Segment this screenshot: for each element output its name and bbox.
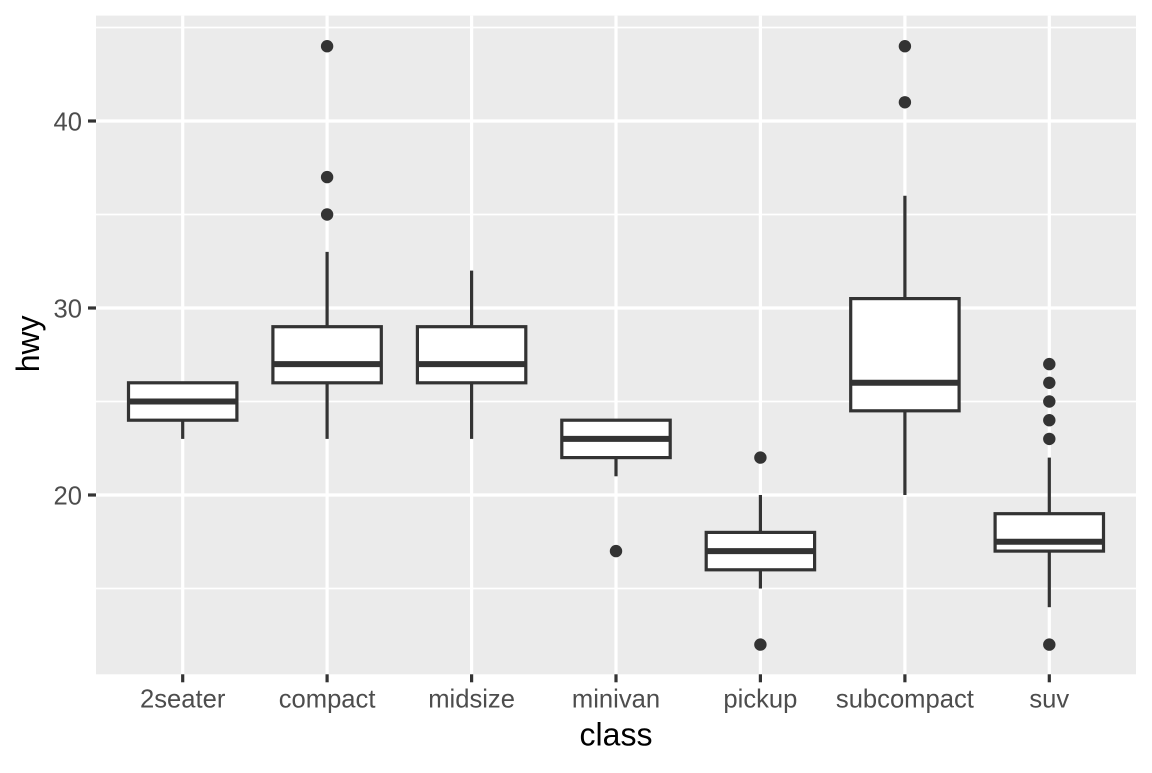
- svg-text:2seater: 2seater: [140, 686, 226, 714]
- svg-text:40: 40: [54, 108, 82, 136]
- svg-text:compact: compact: [279, 686, 376, 714]
- svg-text:minivan: minivan: [572, 686, 660, 714]
- svg-text:hwy: hwy: [10, 315, 46, 372]
- svg-text:20: 20: [54, 482, 82, 510]
- svg-text:30: 30: [54, 295, 82, 323]
- svg-text:class: class: [580, 716, 653, 752]
- svg-text:suv: suv: [1029, 686, 1069, 714]
- svg-text:pickup: pickup: [723, 686, 797, 714]
- svg-text:subcompact: subcompact: [836, 686, 974, 714]
- svg-text:midsize: midsize: [428, 686, 515, 714]
